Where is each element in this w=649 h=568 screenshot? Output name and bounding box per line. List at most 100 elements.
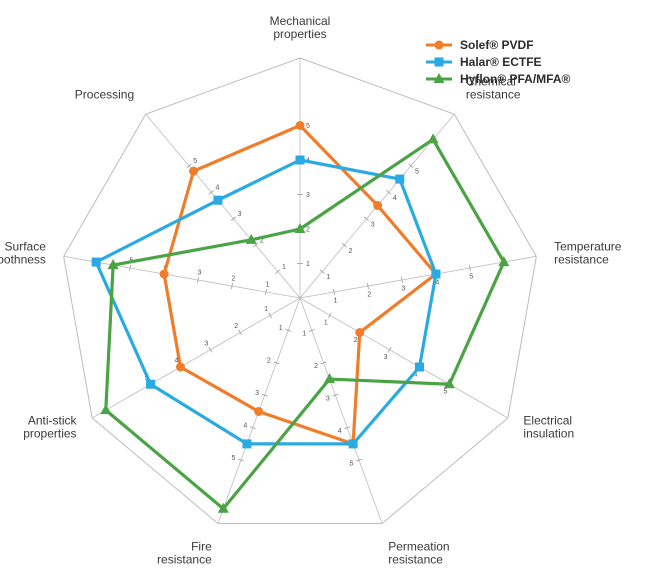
data-point (189, 166, 199, 176)
series-line (94, 158, 438, 446)
axis-tick-mark (332, 393, 339, 397)
data-point (427, 133, 439, 144)
axis-tick-label: 2 (234, 323, 238, 330)
axis-tick-label: 3 (401, 285, 405, 292)
axis-tick-label: 1 (282, 264, 286, 271)
series-layer (91, 121, 510, 513)
axis-tick-label: 2 (260, 238, 264, 245)
axis-tick-mark (238, 458, 244, 462)
axis-tick-label: 5 (232, 455, 236, 462)
axis-tick-label: 3 (326, 395, 330, 402)
data-point (107, 259, 119, 270)
axis-tick-mark (401, 277, 403, 284)
data-point (159, 269, 169, 279)
data-point (348, 439, 358, 449)
category-label: Permeation resistance (388, 539, 449, 566)
axis-tick-label: 4 (215, 185, 219, 192)
data-point (323, 373, 335, 384)
data-point (373, 201, 383, 211)
axis-tick-mark (265, 288, 267, 296)
axis-tick-mark (367, 282, 369, 290)
data-point (146, 379, 156, 389)
axis-tick-mark (319, 269, 325, 274)
axis-tick-label: 3 (204, 340, 208, 347)
radar-axis (63, 255, 301, 299)
axis-tick-mark (387, 346, 392, 353)
category-label: Electrical insulation (523, 414, 574, 441)
axis-tick-mark (333, 288, 335, 296)
category-label: Chemical resistance (466, 74, 521, 101)
axis-tick-mark (363, 216, 370, 221)
axis-tick-label: 4 (338, 428, 342, 435)
axis-tick-mark (186, 163, 192, 169)
legend-item: Halar® ECTFE (426, 55, 542, 69)
category-label: Temperature resistance (554, 240, 622, 267)
axis-tick-mark (341, 242, 347, 248)
axis-tick-label: 3 (238, 211, 242, 218)
radar-axis (299, 297, 509, 419)
category-labels: Mechanical properties Chemical resistance Te… (0, 14, 622, 566)
category-label: Surfacesmoothness (0, 240, 46, 267)
axis-tick-label: 2 (267, 358, 271, 365)
axis-tick-label: 3 (371, 221, 375, 228)
category-label: Processing (75, 87, 134, 101)
axis-tick-mark (356, 458, 362, 462)
category-label: Anti-stick properties (23, 414, 77, 441)
axis-tick-label: 1 (265, 282, 269, 289)
axis-tick-label: 2 (349, 248, 353, 255)
axis-tick-mark (249, 426, 256, 430)
data-point (294, 223, 306, 233)
axis-tick-mark (320, 361, 327, 365)
axis-tick-label: 4 (393, 195, 397, 202)
data-point (91, 257, 101, 267)
axis-tick-label: 4 (435, 279, 439, 286)
data-point (295, 155, 305, 165)
axis-tick-mark (328, 312, 332, 319)
radar-axis (145, 113, 301, 299)
data-point (213, 195, 223, 205)
axis-tick-label: 1 (302, 331, 306, 338)
axis-tick-label: 5 (350, 460, 354, 467)
radar-axis (91, 297, 301, 419)
axis-tick-mark (285, 329, 292, 332)
axis-tick-label: 4 (414, 371, 418, 378)
axis-tick-mark (386, 190, 392, 195)
axis-tick-label: 1 (326, 274, 330, 281)
axis-tick-mark (253, 242, 259, 248)
category-label: Mechanical properties (270, 14, 331, 41)
legend-label: Solef® PVDF (460, 38, 534, 52)
legend-label: Hyflon® PFA/MFA® (460, 72, 571, 86)
axis-tick-mark (344, 426, 351, 430)
axis-tick-label: 1 (324, 320, 328, 327)
axis-tick-label: 1 (333, 297, 337, 304)
axis-tick-mark (268, 312, 272, 319)
series-line (162, 123, 438, 446)
axis-tick-label: 2 (231, 276, 235, 283)
data-point (498, 256, 510, 267)
legend-marker (434, 40, 444, 50)
axis-tick-mark (408, 163, 414, 169)
radar-outer-ring (63, 57, 537, 525)
legend-item: Solef® PVDF (426, 38, 534, 52)
data-point (245, 233, 257, 244)
axis-tick-label: 3 (255, 390, 259, 397)
axis-tick-label: 2 (367, 291, 371, 298)
data-point (242, 439, 252, 449)
axis-tick-label: 2 (306, 227, 310, 234)
data-point (254, 406, 264, 416)
axis-tick-label: 1 (279, 325, 283, 332)
axis-tick-mark (197, 277, 199, 284)
data-point (217, 502, 229, 513)
axis-tick-mark (308, 329, 315, 332)
axis-tick-label: 3 (306, 192, 310, 199)
radar-axis (299, 255, 537, 299)
data-point (355, 328, 365, 337)
series-line (104, 137, 506, 511)
axis-tick-mark (231, 282, 233, 290)
legend-item: Hyflon® PFA/MFA® (426, 72, 571, 86)
axis-tick-label: 4 (175, 358, 179, 365)
data-point (431, 269, 441, 279)
axis-tick-label: 5 (306, 123, 310, 130)
axis-tick-mark (275, 269, 281, 274)
